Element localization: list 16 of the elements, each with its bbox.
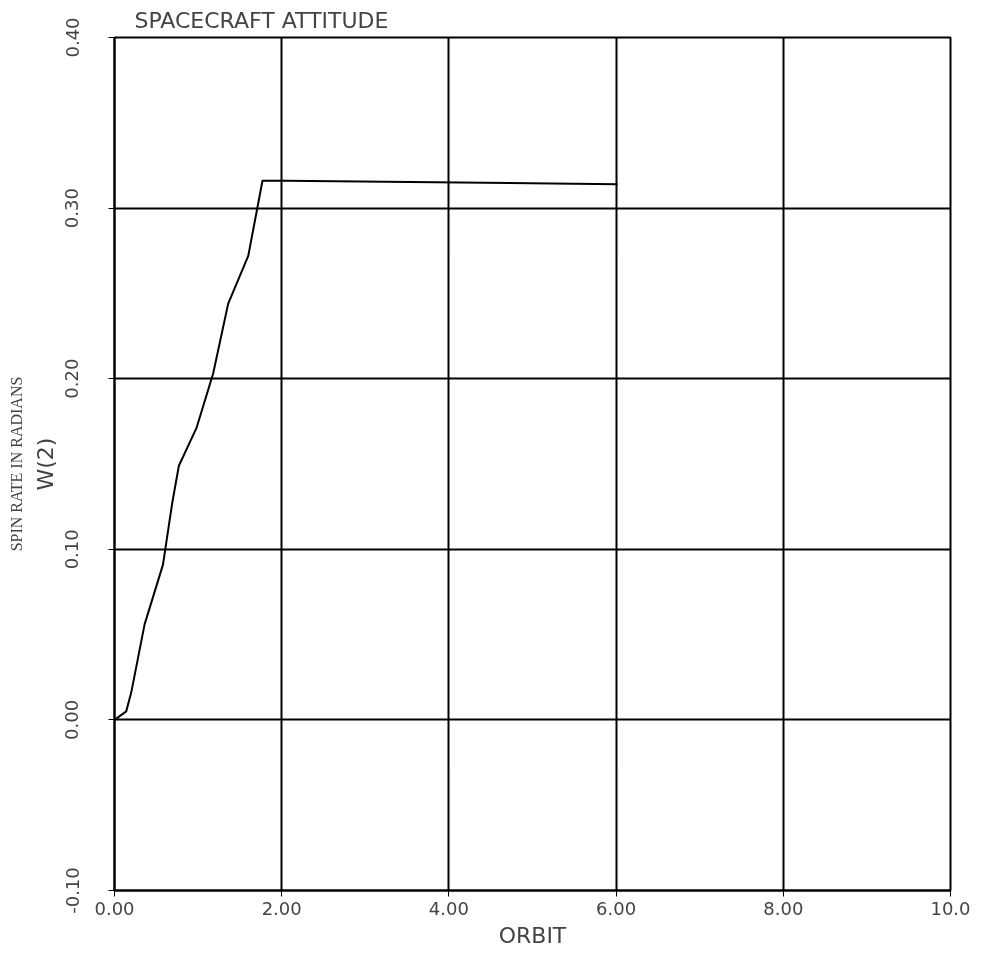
x-tick-label: 4.00 — [428, 897, 469, 919]
y-tick-label: 0.40 — [61, 17, 83, 58]
y-tick-label: 0.20 — [61, 358, 83, 399]
text: SPIN RATE IN RADIANS — [7, 376, 25, 552]
y-tick-label: 0.00 — [61, 699, 83, 740]
x-tick-label: 2.00 — [261, 897, 302, 919]
y-tick-label: -0.10 — [61, 867, 83, 914]
x-tick-label: 10.0 — [930, 897, 971, 919]
y-tick-label: 0.10 — [61, 529, 83, 570]
x-tick-label: 6.00 — [596, 897, 637, 919]
y-axis-title: W(2) — [32, 437, 58, 491]
x-tick-label: 0.00 — [94, 897, 135, 919]
x-tick-label: 8.00 — [763, 897, 804, 919]
x-axis-title: ORBIT — [498, 922, 567, 948]
chart-title: SPACECRAFT ATTITUDE — [134, 7, 389, 33]
y-tick-label: 0.30 — [61, 188, 83, 229]
